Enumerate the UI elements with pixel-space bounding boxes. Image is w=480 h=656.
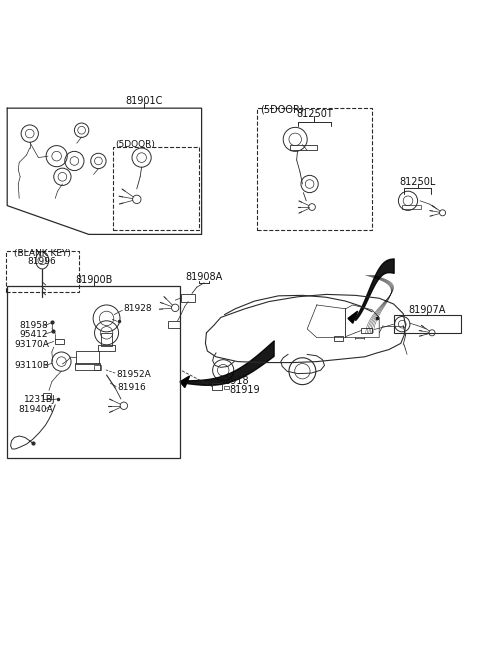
Text: 81250T: 81250T xyxy=(296,110,333,119)
Text: 81918: 81918 xyxy=(218,376,249,386)
Text: 81908A: 81908A xyxy=(185,272,223,282)
Bar xyxy=(43,394,51,399)
Polygon shape xyxy=(348,311,358,323)
Bar xyxy=(168,321,180,327)
Text: (5DOOR): (5DOOR) xyxy=(260,104,304,115)
Text: 81958: 81958 xyxy=(19,321,48,330)
Text: (5DOOR): (5DOOR) xyxy=(115,140,155,149)
Bar xyxy=(212,384,222,390)
Bar xyxy=(113,146,199,230)
Text: 95412: 95412 xyxy=(19,330,48,338)
Bar xyxy=(224,386,229,390)
Bar xyxy=(101,333,112,346)
Text: 81940A: 81940A xyxy=(18,405,53,414)
Bar xyxy=(257,108,372,230)
Bar xyxy=(76,350,99,364)
Polygon shape xyxy=(180,376,190,388)
Text: 93170A: 93170A xyxy=(14,340,49,349)
Bar xyxy=(98,345,115,351)
Bar xyxy=(290,144,317,150)
Text: 81928: 81928 xyxy=(124,304,153,314)
Bar xyxy=(361,327,372,333)
Text: 81900B: 81900B xyxy=(75,275,112,285)
Bar xyxy=(181,294,195,302)
Text: 81952A: 81952A xyxy=(116,370,151,379)
Bar xyxy=(75,363,100,370)
Bar xyxy=(55,338,64,344)
Bar xyxy=(334,336,343,341)
Text: 81919: 81919 xyxy=(229,385,260,396)
Text: 93110B: 93110B xyxy=(14,361,49,370)
Text: 81996: 81996 xyxy=(28,257,57,266)
Bar xyxy=(7,286,180,458)
Bar xyxy=(94,365,101,370)
Bar xyxy=(394,315,461,333)
Text: 1231BJ: 1231BJ xyxy=(24,396,56,405)
Text: 81901C: 81901C xyxy=(125,96,163,106)
Text: 81907A: 81907A xyxy=(408,305,446,316)
Text: 81916: 81916 xyxy=(117,384,146,392)
Bar xyxy=(6,251,79,292)
Text: (BLANK KEY): (BLANK KEY) xyxy=(14,249,71,258)
Text: 81250L: 81250L xyxy=(399,176,436,186)
Bar xyxy=(402,205,421,209)
